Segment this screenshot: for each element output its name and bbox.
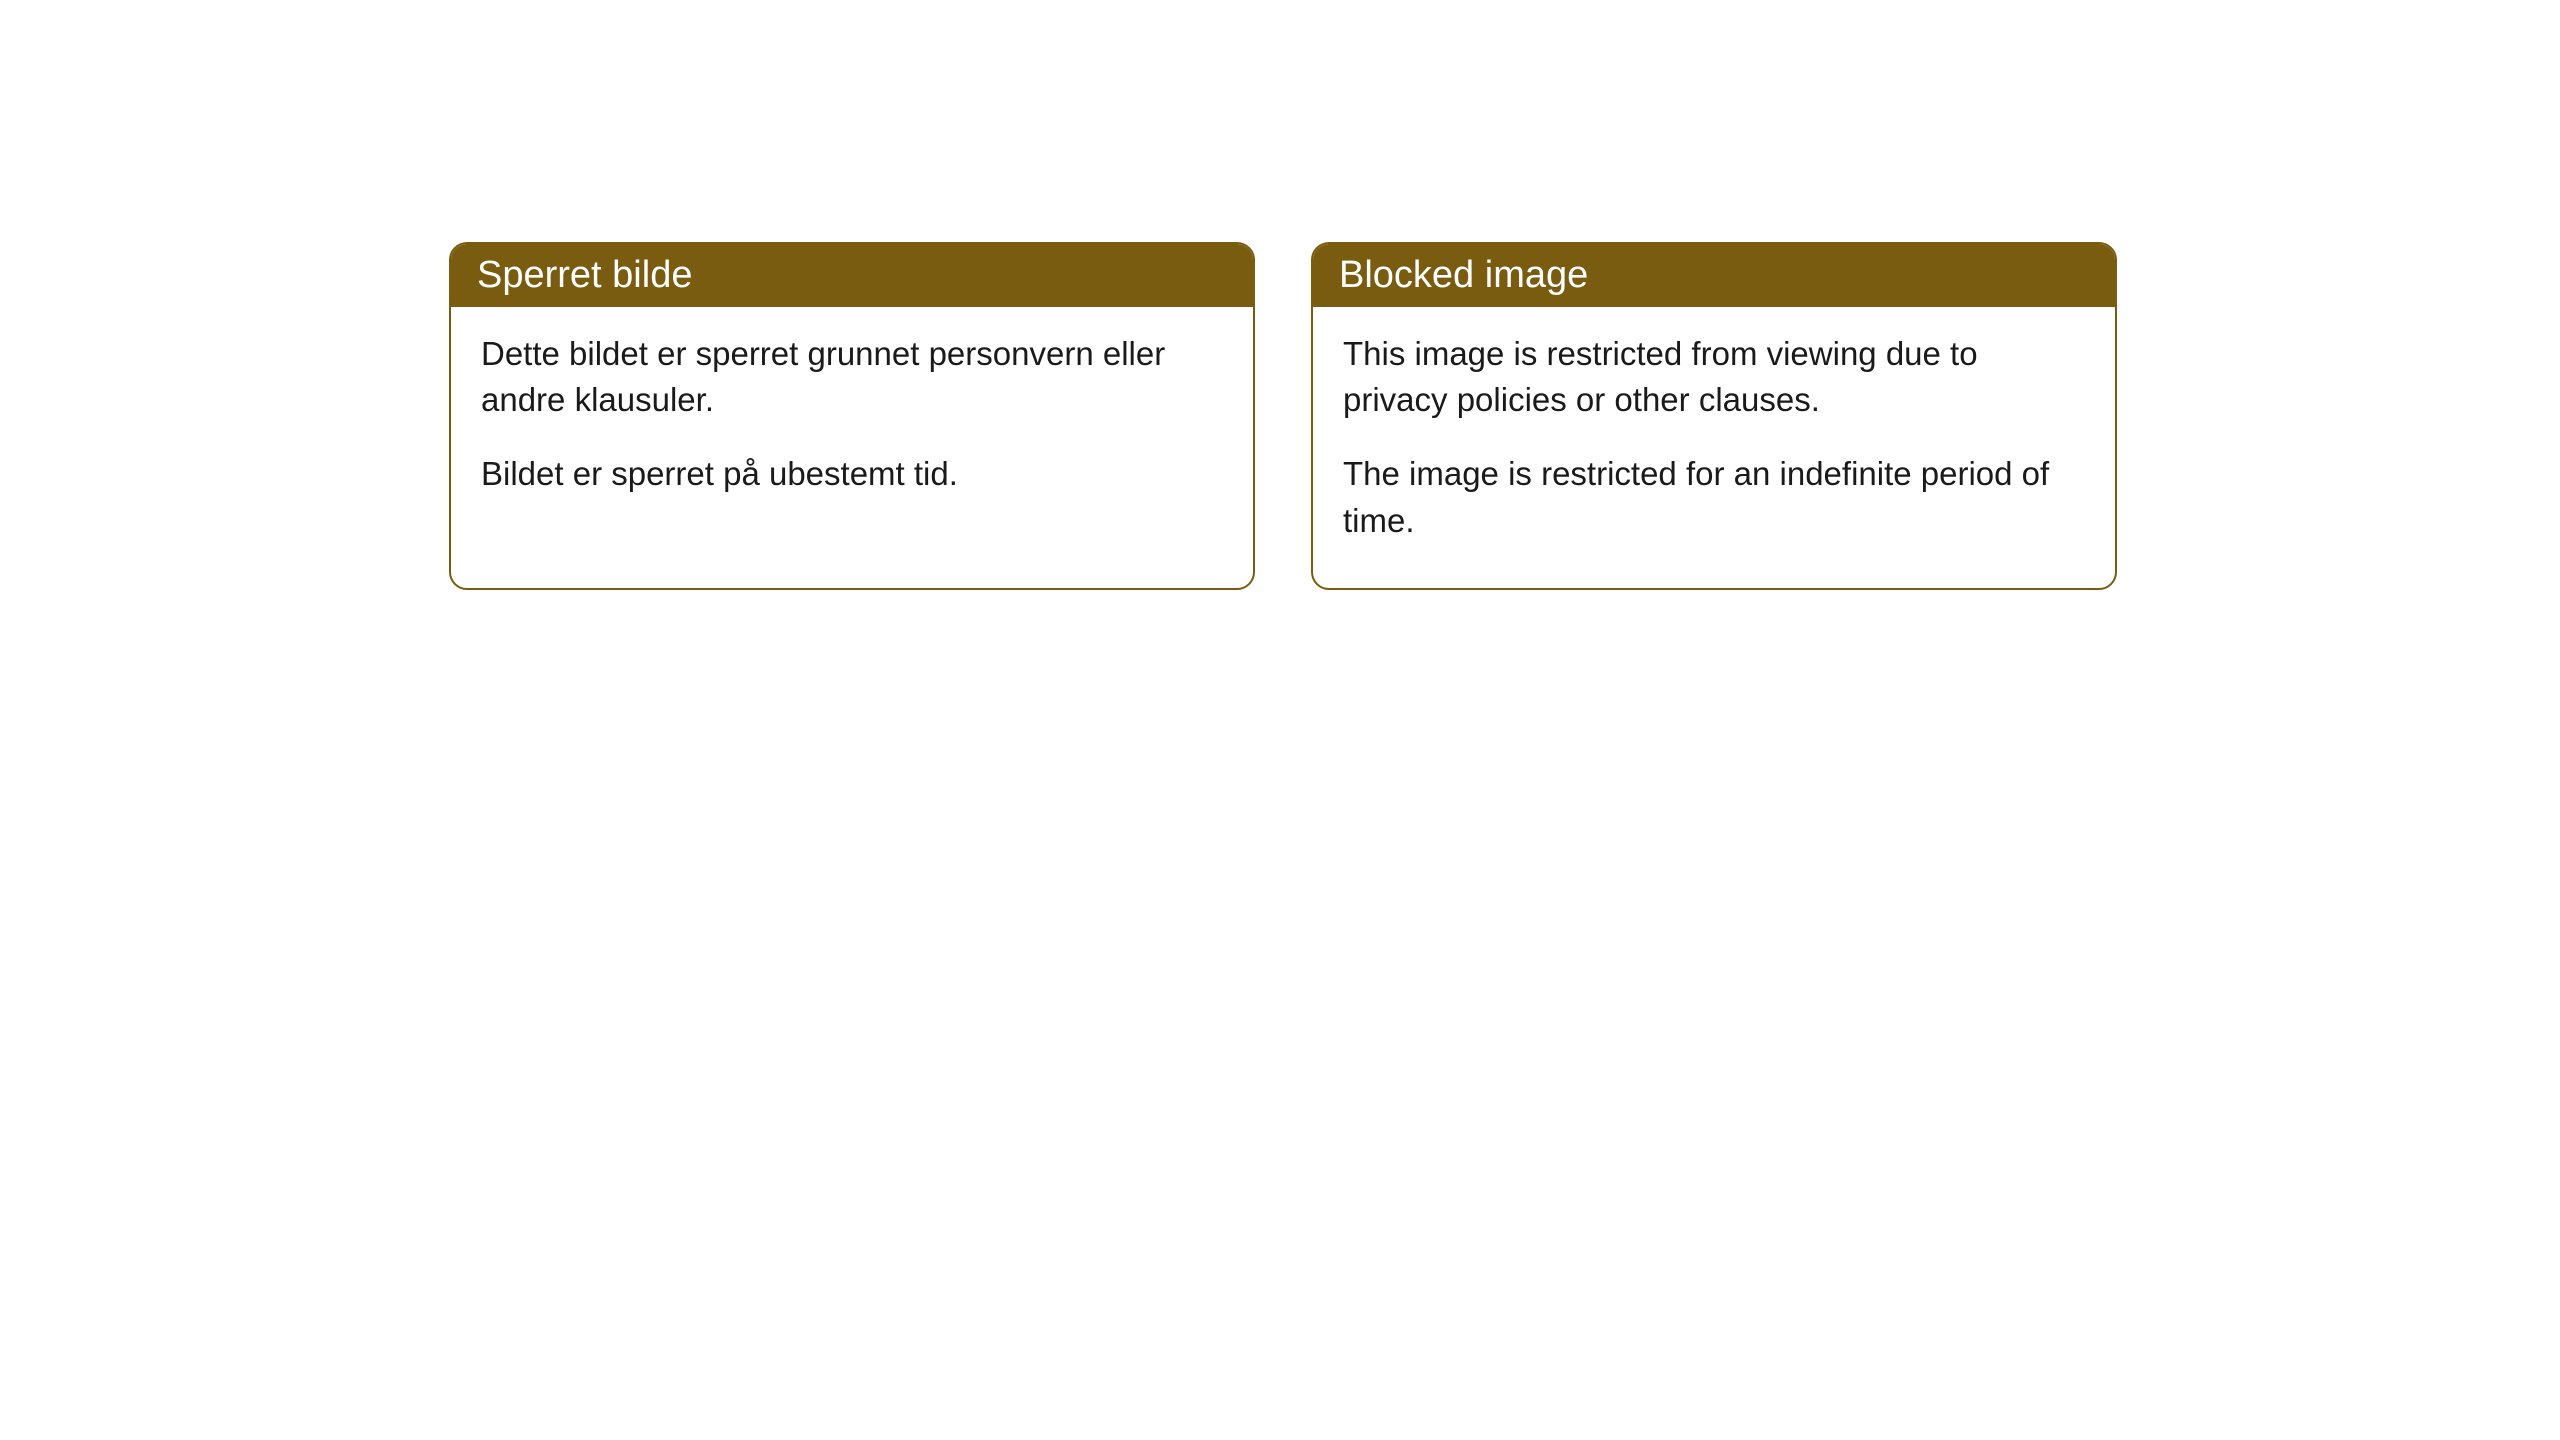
blocked-image-card-english: Blocked image This image is restricted f…: [1311, 242, 2117, 590]
card-text-norwegian-1: Dette bildet er sperret grunnet personve…: [481, 331, 1223, 423]
card-text-norwegian-2: Bildet er sperret på ubestemt tid.: [481, 451, 1223, 497]
notice-cards-container: Sperret bilde Dette bildet er sperret gr…: [449, 242, 2117, 590]
card-header-english: Blocked image: [1313, 244, 2115, 307]
card-title-norwegian: Sperret bilde: [477, 254, 692, 296]
card-text-english-1: This image is restricted from viewing du…: [1343, 331, 2085, 423]
card-text-english-2: The image is restricted for an indefinit…: [1343, 451, 2085, 543]
card-title-english: Blocked image: [1339, 254, 1588, 296]
card-body-norwegian: Dette bildet er sperret grunnet personve…: [451, 307, 1253, 542]
blocked-image-card-norwegian: Sperret bilde Dette bildet er sperret gr…: [449, 242, 1255, 590]
card-body-english: This image is restricted from viewing du…: [1313, 307, 2115, 588]
card-header-norwegian: Sperret bilde: [451, 244, 1253, 307]
